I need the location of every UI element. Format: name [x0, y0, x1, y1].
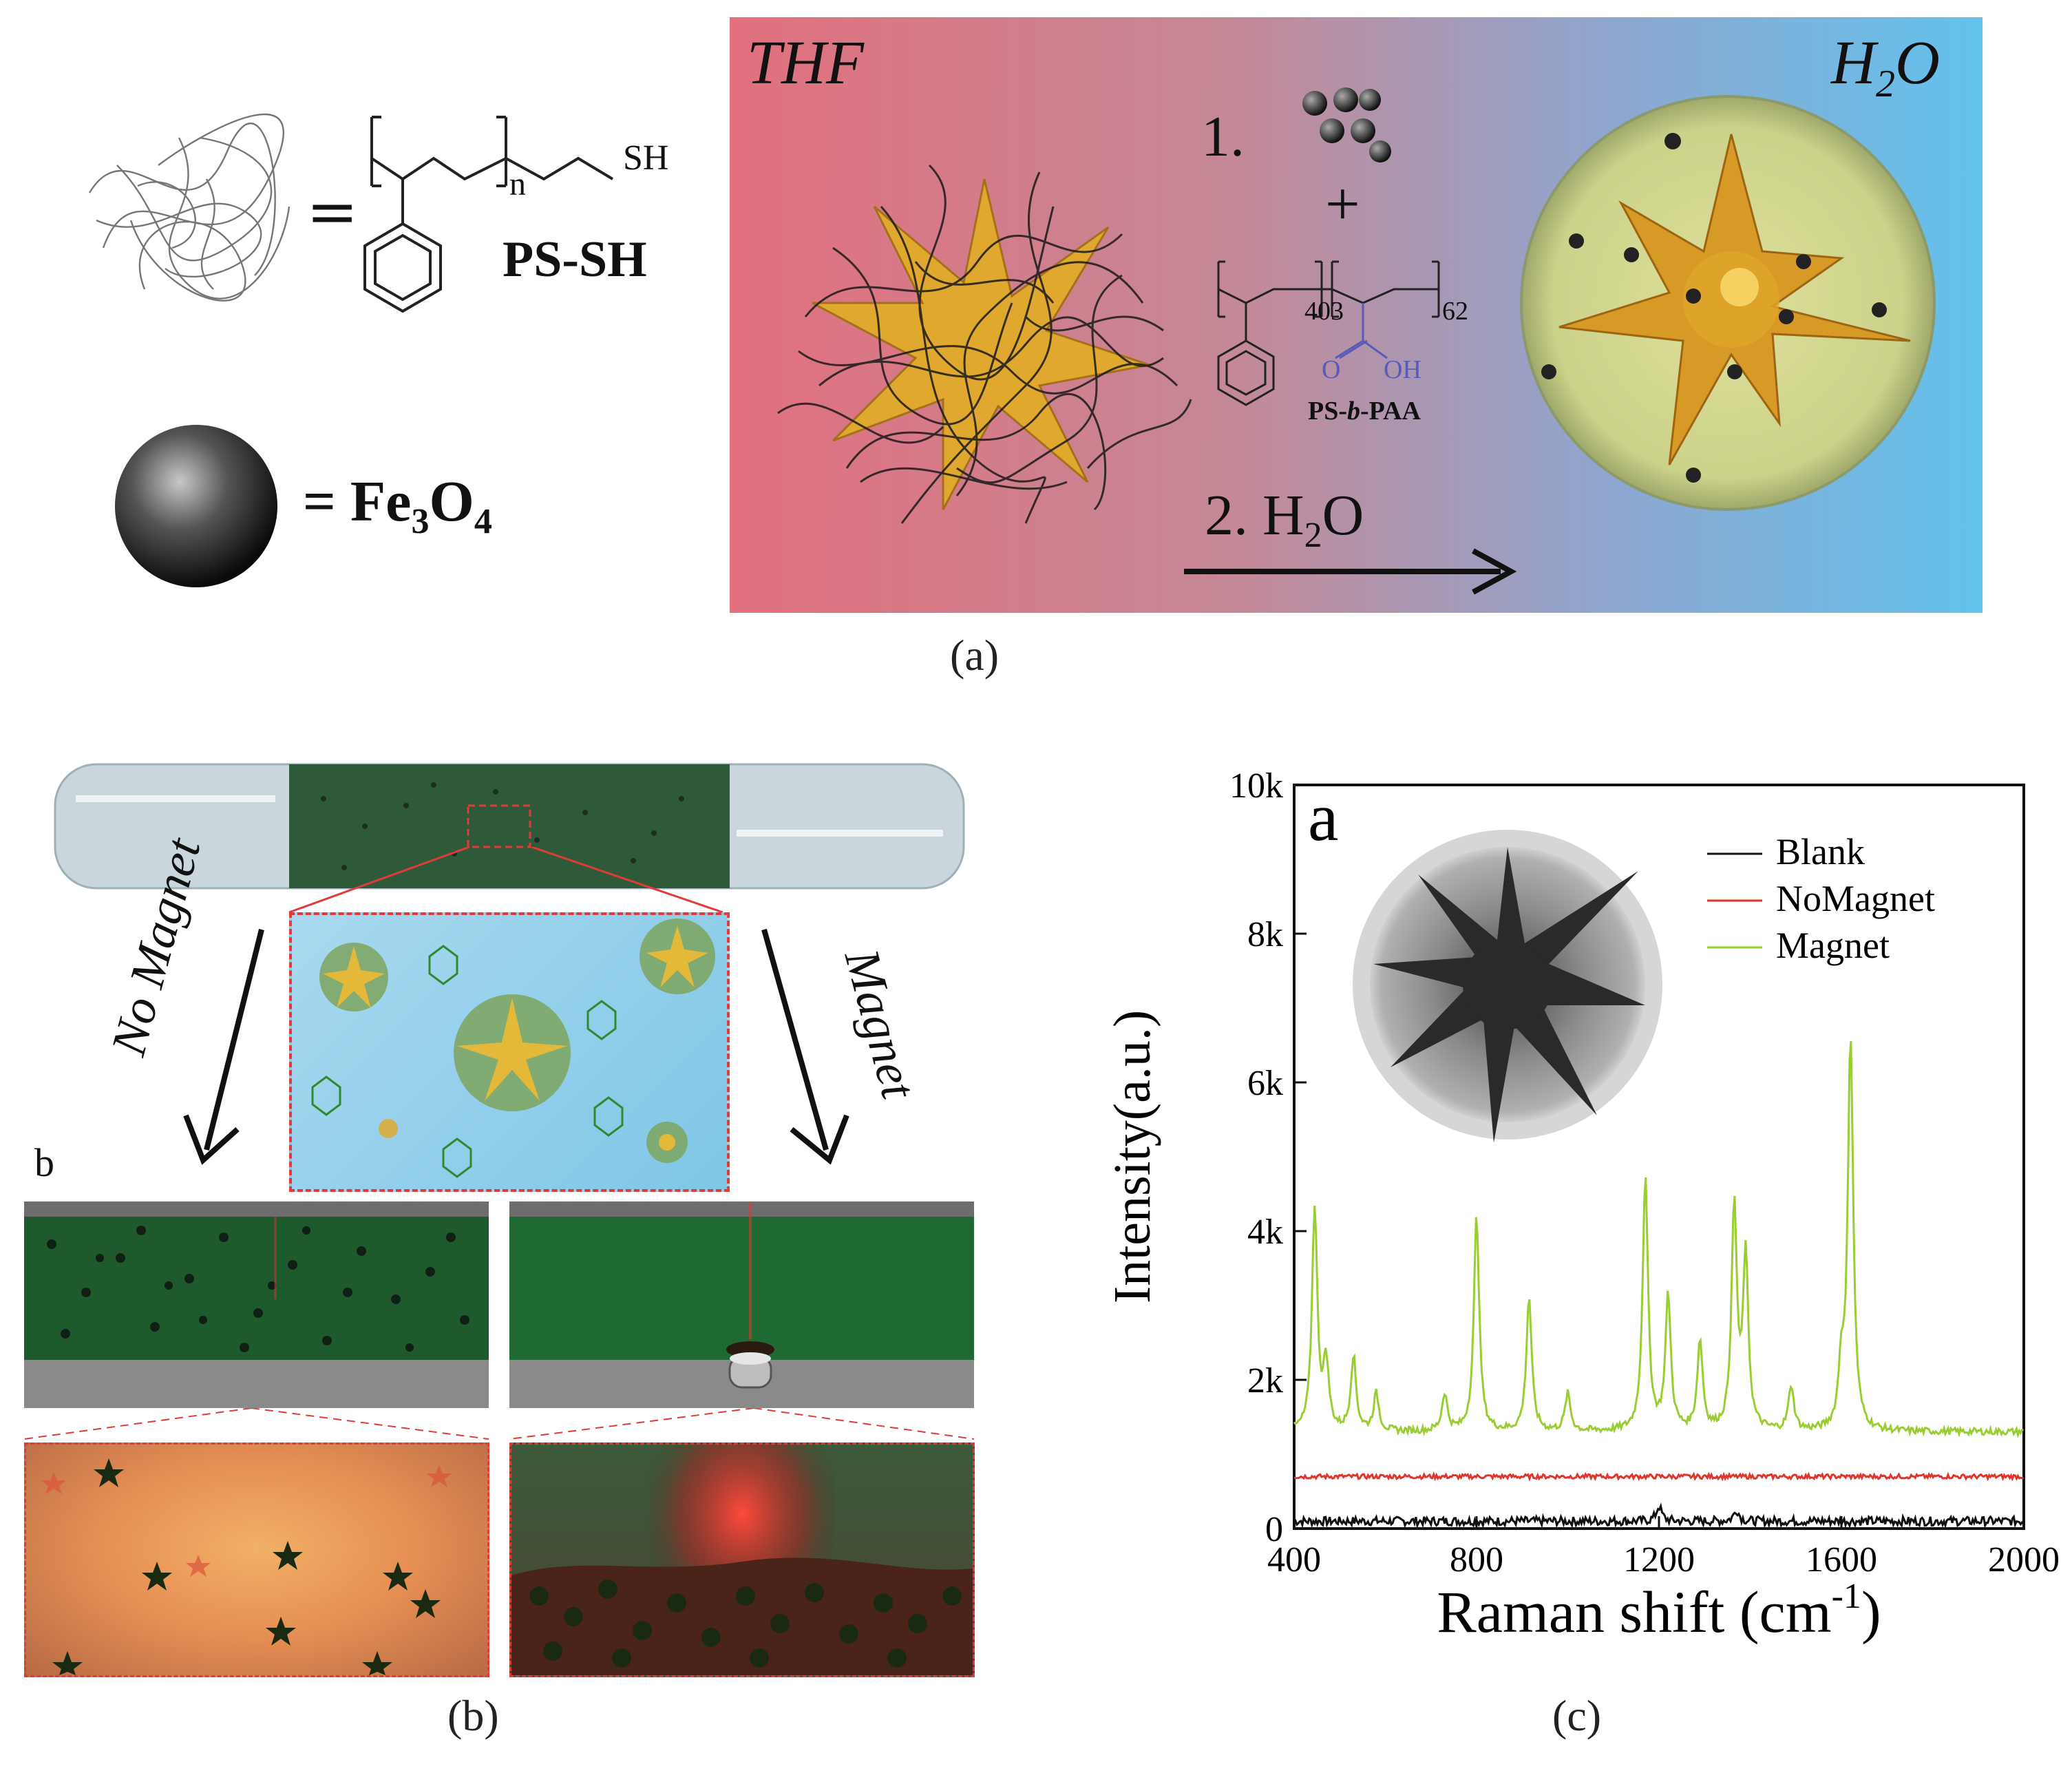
fe3o4-sub3: 3: [411, 501, 430, 541]
x-tick-label: 1200: [1623, 1540, 1695, 1580]
no-magnet-tube-view: [24, 1202, 489, 1408]
reaction-arrow: [1184, 548, 1517, 595]
panel-a-label: (a): [950, 631, 1000, 680]
ps-sh-label: PS-SH: [503, 231, 647, 288]
panel-b-label: (b): [447, 1691, 499, 1740]
water-sub: 2: [1876, 63, 1895, 105]
carbonyl-o-label: O: [1322, 355, 1341, 384]
series-line-nomagnet: [1293, 1471, 2024, 1482]
equals-sign: =: [306, 176, 359, 248]
inset-label: a: [1308, 779, 1338, 855]
no-magnet-arrow: [183, 929, 264, 1165]
x-axis-label-main: Raman shift (cm: [1437, 1579, 1831, 1645]
ps-b-paa-label: PS-b-PAA: [1308, 396, 1421, 426]
panel-c-label: (c): [1552, 1691, 1602, 1740]
magnet-tube-view: [509, 1202, 974, 1408]
y-tick-label: 4k: [1247, 1213, 1283, 1252]
hydroxyl-label: OH: [1384, 355, 1421, 384]
ps-b-paa-paa: -PAA: [1360, 397, 1421, 426]
fe3o4-o: O: [429, 470, 474, 534]
legend: Blank NoMagnet Magnet: [1707, 831, 1935, 966]
y-axis-label: Intensity(a.u.): [1103, 1010, 1161, 1303]
dispersed-particles: [47, 1217, 469, 1352]
series-line-magnet: [1293, 1040, 2024, 1438]
x-tick-label: 800: [1450, 1540, 1503, 1580]
fe3o4-sphere-icon: [115, 425, 277, 587]
tem-inset: [1353, 830, 1662, 1143]
tube-wall-bottom: [24, 1360, 489, 1408]
ps-sh-structure: [363, 116, 614, 313]
thf-label: THF: [747, 29, 865, 97]
legend-blank-label: Blank: [1776, 831, 1865, 872]
fe3o4-equals: =: [303, 470, 350, 534]
zoom-guide-lines: [288, 847, 723, 914]
legend-nomagnet-label: NoMagnet: [1776, 878, 1935, 919]
x-axis-label-end: ): [1861, 1579, 1881, 1645]
capillary-tube: [54, 763, 965, 890]
no-magnet-zoom-view: [24, 1442, 489, 1677]
repeat-unit-n: n: [509, 166, 526, 202]
tube-wall-top-magnet: [509, 1202, 974, 1217]
legend-magnet-label: Magnet: [1776, 925, 1890, 966]
plus-sign: +: [1325, 170, 1360, 238]
y-tick-label: 0: [1265, 1510, 1283, 1549]
ps-block-length: 403: [1304, 297, 1344, 326]
magnet-zoom-view: [509, 1442, 975, 1677]
magnet-arrow: [761, 928, 849, 1165]
water-o: O: [1895, 29, 1940, 97]
tube-wall-top: [24, 1202, 489, 1217]
x-tick-label: 2000: [1988, 1540, 2060, 1580]
y-tick-label: 8k: [1247, 915, 1283, 954]
water-h: H: [1831, 29, 1876, 97]
y-tick-label: 2k: [1247, 1361, 1283, 1400]
fe3o4-label: = Fe3O4: [303, 468, 492, 542]
paa-block-length: 62: [1442, 297, 1468, 326]
fe3o4-sub4: 4: [474, 501, 492, 541]
raman-chart: 0 2k 4k 6k 8k 10k 400 800 1200 1600 2000 a: [1103, 766, 2060, 1645]
step2-sub: 2: [1304, 515, 1322, 555]
magnet-and-laser: [726, 1202, 774, 1389]
ps-b-paa-structure: [1217, 260, 1440, 406]
x-tick-label: 1600: [1806, 1540, 1877, 1580]
ps-b-paa-b: b: [1347, 397, 1360, 426]
solution-zoom-view: [289, 912, 730, 1192]
nanostars-in-solution: [311, 919, 715, 1178]
sub-panel-b-label: b: [34, 1140, 54, 1185]
step2-label: 2. H2O: [1205, 482, 1364, 556]
x-axis-label: Raman shift (cm-1): [1437, 1577, 1881, 1645]
ps-b-paa-ps: PS-: [1308, 397, 1347, 426]
aggregated-stars-laser: [511, 1445, 973, 1675]
y-tick-label: 10k: [1229, 766, 1283, 806]
gold-nanostar-with-polymer: [777, 164, 1192, 524]
x-axis-label-sup: -1: [1832, 1577, 1861, 1616]
encapsulated-nanostar: [1520, 95, 1936, 511]
water-label: H2O: [1831, 28, 1940, 106]
step1-label: 1.: [1201, 105, 1245, 169]
step2-prefix: 2. H: [1205, 483, 1304, 547]
series-line-blank: [1293, 1502, 2025, 1529]
fe3o4-fe: Fe: [350, 470, 412, 534]
polymer-coil-illustration: [88, 113, 290, 302]
thiol-group-label: SH: [623, 138, 669, 178]
lower-zoom-lines: [24, 1408, 974, 1440]
nanoparticles-icon: [1302, 87, 1391, 162]
y-tick-label: 6k: [1247, 1064, 1283, 1103]
x-tick-label: 400: [1267, 1540, 1321, 1580]
step2-suffix: O: [1322, 483, 1364, 547]
scattered-stars: [41, 1458, 452, 1675]
